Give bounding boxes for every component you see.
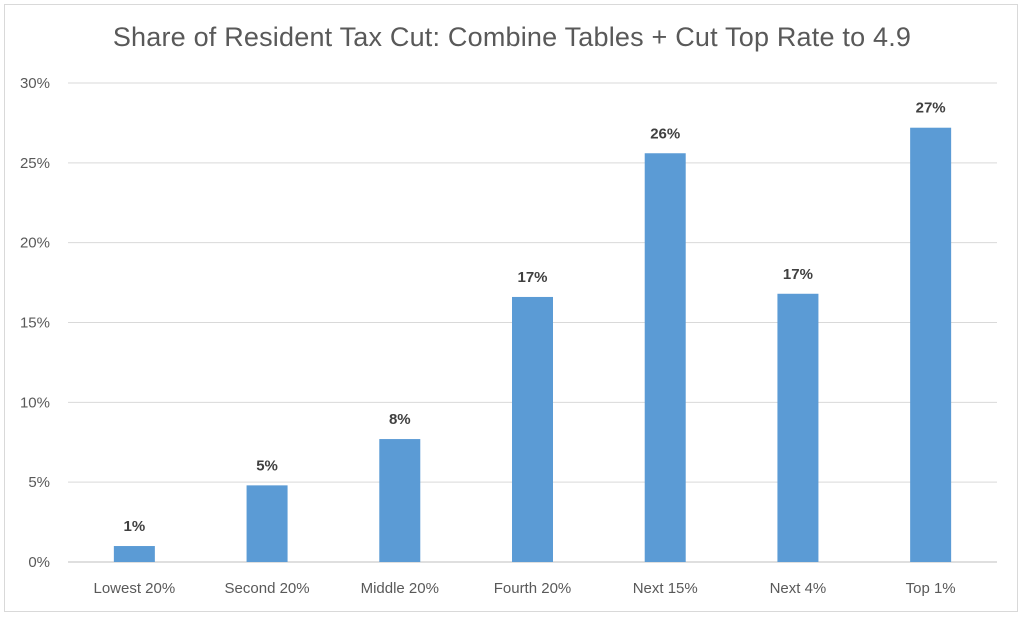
x-tick-label: Fourth 20% — [494, 580, 572, 597]
x-tick-label: Next 4% — [770, 580, 827, 597]
data-label: 5% — [256, 457, 278, 474]
x-tick-label: Top 1% — [906, 580, 956, 597]
x-tick-label: Lowest 20% — [93, 580, 175, 597]
data-label: 26% — [650, 125, 680, 142]
bar — [910, 127, 952, 562]
data-label: 8% — [389, 411, 411, 428]
data-label: 17% — [783, 266, 813, 283]
y-tick-label: 25% — [20, 155, 50, 172]
bar — [644, 153, 686, 562]
bar — [777, 293, 819, 562]
data-label: 1% — [124, 518, 146, 535]
data-label: 27% — [916, 100, 946, 117]
y-tick-label: 30% — [20, 75, 50, 92]
y-tick-label: 5% — [28, 474, 50, 491]
x-tick-label: Second 20% — [225, 580, 310, 597]
bar — [379, 439, 421, 562]
y-tick-label: 0% — [28, 554, 50, 571]
y-tick-label: 10% — [20, 394, 50, 411]
data-label: 17% — [517, 269, 547, 286]
bar — [246, 485, 288, 562]
y-tick-label: 15% — [20, 315, 50, 332]
chart-title: Share of Resident Tax Cut: Combine Table… — [112, 22, 912, 52]
bar — [113, 546, 155, 562]
x-tick-label: Next 15% — [633, 580, 698, 597]
bar — [512, 296, 553, 562]
chart-area — [4, 4, 1018, 612]
x-tick-label: Middle 20% — [361, 580, 439, 597]
y-tick-label: 20% — [20, 235, 50, 252]
